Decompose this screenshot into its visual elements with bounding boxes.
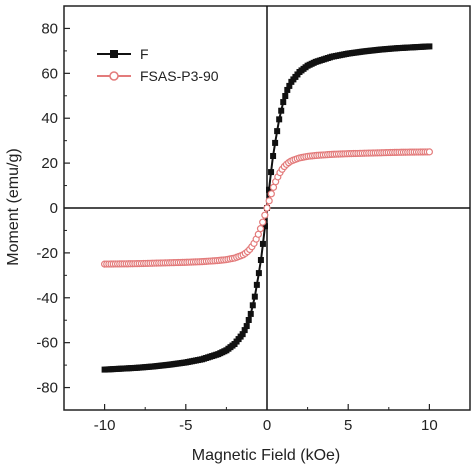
- data-point-f: [243, 323, 250, 330]
- data-point-f: [276, 116, 283, 123]
- data-point-f: [274, 128, 281, 135]
- x-tick-label: 5: [344, 417, 352, 434]
- data-point-f: [272, 139, 279, 146]
- legend-marker-f: [110, 50, 118, 58]
- y-tick-label: -80: [36, 380, 58, 397]
- y-tick-label: 80: [41, 20, 58, 37]
- data-point-fsas-p3-90: [425, 148, 433, 156]
- x-tick-label: -10: [94, 417, 116, 434]
- legend-label-fsas: FSAS-P3-90: [140, 68, 219, 84]
- data-point-f: [239, 331, 246, 338]
- data-point-f: [249, 302, 256, 309]
- data-point-f: [284, 86, 291, 93]
- legend-label-f: F: [140, 46, 149, 62]
- data-point-f: [282, 93, 289, 100]
- data-point-f: [278, 107, 285, 114]
- y-tick-label: -60: [36, 335, 58, 352]
- data-point-f: [270, 153, 277, 160]
- y-axis-title: Moment (emu/g): [5, 148, 22, 265]
- x-axis-title: Magnetic Field (kOe): [192, 447, 341, 464]
- data-point-f: [241, 327, 248, 334]
- data-point-fsas-p3-90: [256, 225, 265, 233]
- data-point-f: [245, 316, 252, 323]
- data-point-f: [257, 256, 264, 263]
- y-tick-label: 20: [41, 155, 58, 172]
- data-point-fsas-p3-90: [265, 197, 273, 205]
- x-tick-label: 10: [421, 417, 438, 434]
- y-tick-label: 0: [50, 200, 58, 217]
- data-point-f: [286, 82, 293, 89]
- data-point-f: [255, 270, 262, 277]
- series-group: [100, 43, 433, 373]
- data-point-f: [253, 281, 260, 288]
- data-point-f: [280, 99, 287, 106]
- data-point-fsas-p3-90: [261, 211, 269, 219]
- y-tick-label: 60: [41, 65, 58, 82]
- data-point-f: [251, 293, 258, 300]
- y-tick-label: -40: [36, 290, 58, 307]
- ticks-group: -10 -5 0 5 10 -80 -60 -40 -20 0 20 40 60 80: [36, 20, 437, 434]
- x-tick-label: -5: [179, 417, 192, 434]
- data-point-fsas-p3-90: [263, 204, 271, 212]
- legend-marker-fsas: [109, 71, 119, 81]
- y-tick-label: 40: [41, 110, 58, 127]
- y-tick-label: -20: [36, 245, 58, 262]
- data-point-f: [266, 186, 273, 193]
- data-point-f: [426, 43, 433, 50]
- data-point-f: [261, 223, 268, 230]
- data-point-fsas-p3-90: [267, 190, 275, 198]
- x-tick-label: 0: [263, 417, 271, 434]
- data-point-f: [259, 240, 266, 247]
- data-point-f: [268, 169, 275, 176]
- data-point-f: [247, 310, 254, 317]
- data-point-fsas-p3-90: [259, 218, 267, 226]
- legend: F FSAS-P3-90: [97, 46, 219, 84]
